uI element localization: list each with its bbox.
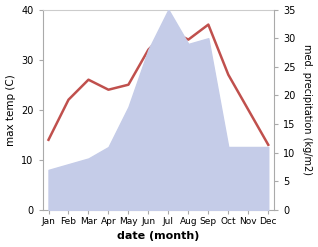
Y-axis label: max temp (C): max temp (C): [5, 74, 16, 146]
X-axis label: date (month): date (month): [117, 231, 200, 242]
Y-axis label: med. precipitation (kg/m2): med. precipitation (kg/m2): [302, 44, 313, 175]
